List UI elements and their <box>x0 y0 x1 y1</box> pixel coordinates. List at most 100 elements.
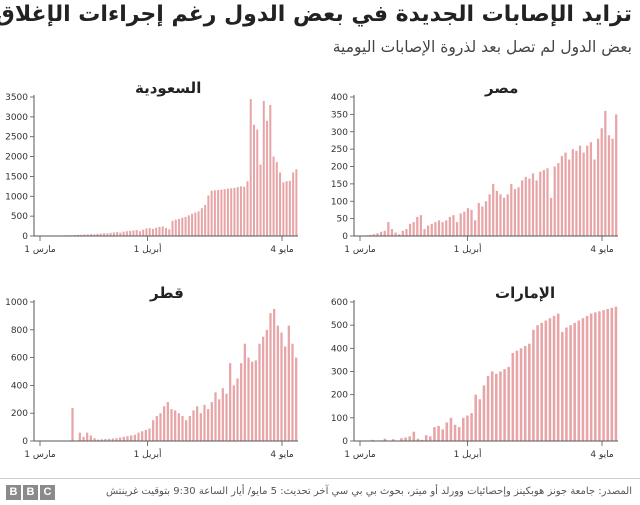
bar <box>142 230 144 236</box>
y-tick-label: 0 <box>342 232 348 242</box>
bar <box>258 344 260 441</box>
bar <box>568 160 570 236</box>
bar <box>126 231 128 236</box>
bar <box>240 186 242 236</box>
bar <box>499 194 501 236</box>
bar <box>458 427 461 441</box>
bar <box>536 325 539 441</box>
y-tick-label: 500 <box>11 212 28 222</box>
bar <box>434 222 436 236</box>
bar <box>286 181 288 236</box>
y-tick-label: 600 <box>11 354 28 364</box>
bar <box>178 413 180 441</box>
bar <box>598 311 601 441</box>
bar <box>449 217 451 236</box>
bar <box>170 409 172 441</box>
bbc-logo: B B C <box>6 485 55 500</box>
bar <box>282 182 284 236</box>
bar <box>586 316 589 441</box>
bar <box>172 221 174 236</box>
bar <box>188 215 190 236</box>
bar <box>602 310 605 441</box>
bar <box>295 358 297 441</box>
bar <box>280 333 282 441</box>
bar <box>601 128 603 236</box>
bar <box>149 228 151 236</box>
bar <box>446 422 449 441</box>
bar <box>211 402 213 441</box>
bar <box>295 169 297 236</box>
bar <box>380 232 382 236</box>
bar <box>214 190 216 236</box>
bar <box>606 309 609 441</box>
bar <box>583 153 585 236</box>
y-tick-label: 300 <box>331 368 348 378</box>
bar <box>478 203 480 236</box>
x-tick-label: 1 مارس <box>24 245 56 255</box>
bar <box>503 369 506 441</box>
bar <box>207 195 209 236</box>
bar <box>185 420 187 441</box>
x-tick-label: 4 مايو <box>270 245 293 255</box>
chart-subtitle: بعض الدول لم تصل بعد لذروة الإصابات اليو… <box>333 38 632 56</box>
bar <box>437 426 440 441</box>
bar <box>593 160 595 236</box>
bar <box>71 408 73 441</box>
bar <box>276 162 278 236</box>
panel-title: مصر <box>485 79 518 97</box>
bar <box>82 437 84 441</box>
bar <box>139 231 141 236</box>
bar <box>590 142 592 236</box>
bar <box>463 212 465 236</box>
bar <box>174 410 176 441</box>
y-tick-label: 400 <box>11 381 28 391</box>
bar <box>291 344 293 441</box>
bar <box>165 228 167 236</box>
bar <box>253 125 255 236</box>
x-tick-label: 4 مايو <box>590 245 613 255</box>
bar <box>145 228 147 236</box>
bar <box>262 337 264 441</box>
y-tick-label: 50 <box>337 215 349 225</box>
bar <box>413 222 415 236</box>
bar <box>200 413 202 441</box>
bar <box>194 213 196 236</box>
bar <box>460 213 462 236</box>
bar <box>517 187 519 236</box>
y-tick-label: 150 <box>331 180 348 190</box>
bar <box>189 416 191 441</box>
x-tick-label: 1 أبريل <box>454 243 482 255</box>
bar <box>250 99 252 236</box>
bar <box>405 229 407 236</box>
bar <box>408 436 411 441</box>
bar <box>615 307 618 441</box>
bar <box>540 323 543 441</box>
bar <box>474 220 476 236</box>
bar <box>224 189 226 236</box>
bar <box>90 435 92 441</box>
y-tick-label: 1000 <box>5 298 28 308</box>
bar <box>162 226 164 236</box>
bar <box>225 394 227 441</box>
bar <box>532 330 535 441</box>
bar <box>554 167 556 237</box>
bar <box>198 211 200 236</box>
bar <box>578 321 581 441</box>
bar <box>218 399 220 441</box>
y-tick-label: 100 <box>331 414 348 424</box>
bar <box>553 316 556 441</box>
bar <box>561 156 563 236</box>
bar <box>528 179 530 236</box>
bar <box>123 437 125 441</box>
bar <box>203 405 205 441</box>
bar <box>391 229 393 236</box>
bar <box>158 227 160 236</box>
panel-title: قطر <box>150 284 184 302</box>
bar <box>516 351 519 441</box>
bar <box>545 321 548 441</box>
logo-letter: B <box>23 485 38 500</box>
bar <box>429 436 432 441</box>
